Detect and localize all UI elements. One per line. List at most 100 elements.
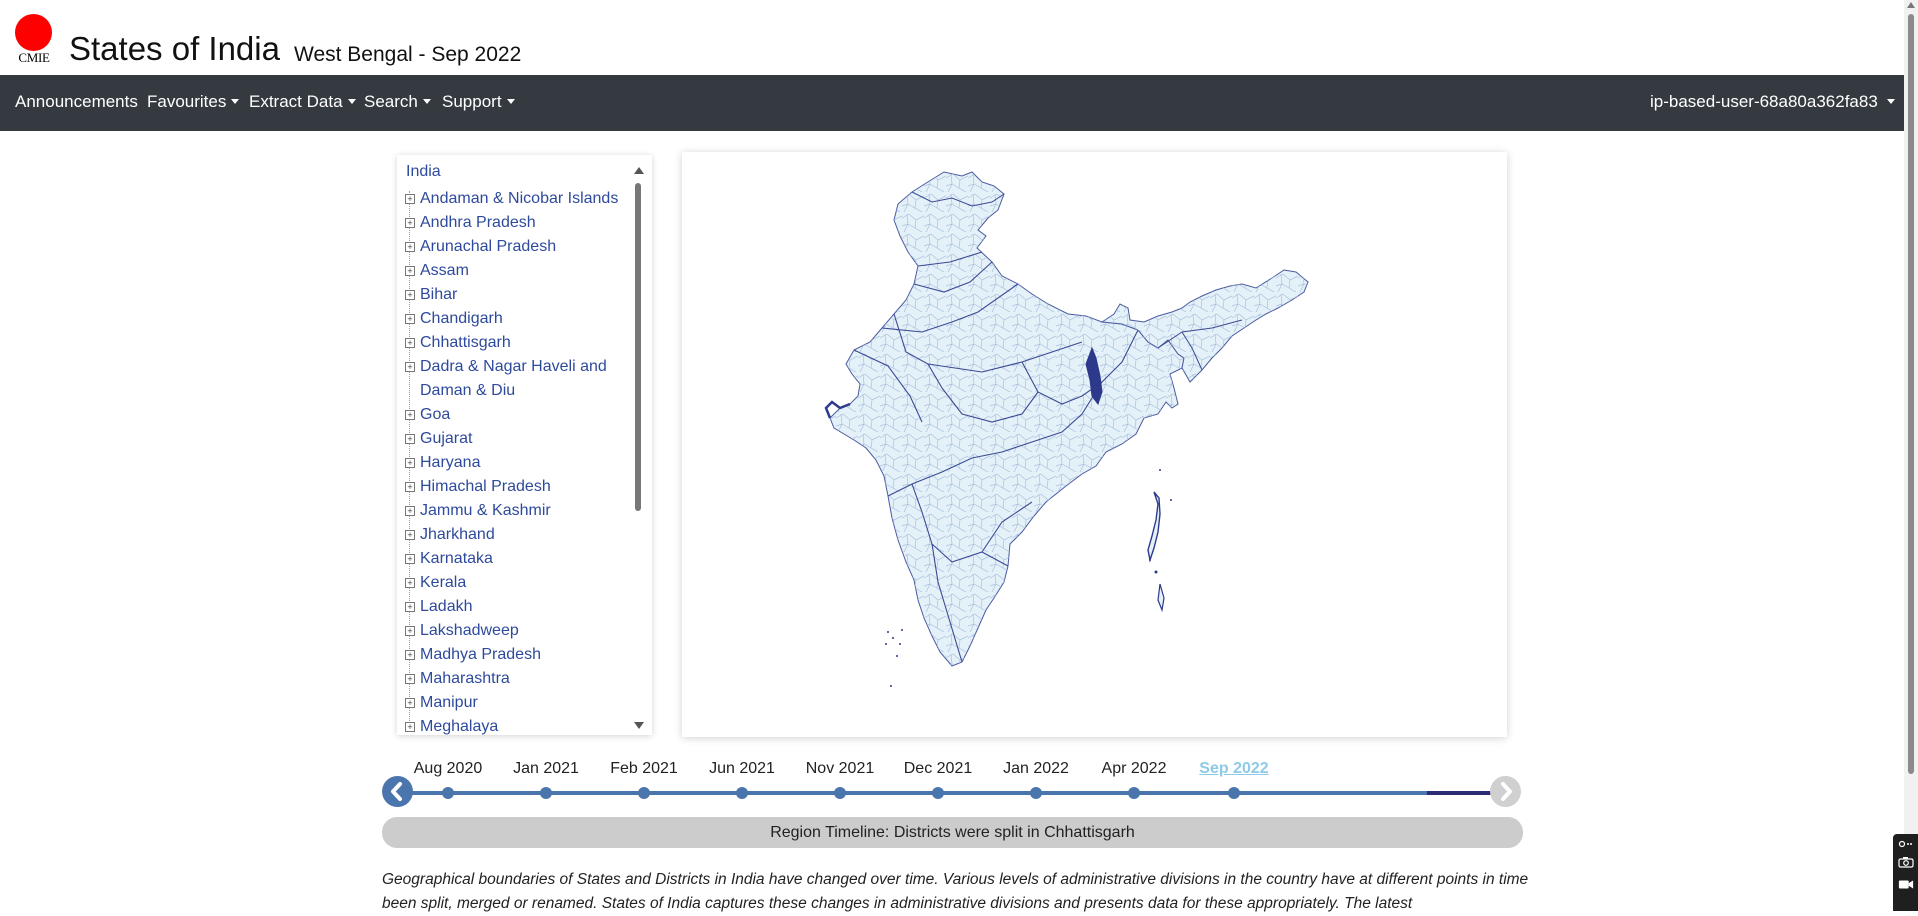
state-boundaries — [853, 251, 1139, 663]
timeline-prev-button[interactable] — [382, 776, 413, 807]
nav-support-label: Support — [442, 92, 502, 111]
scroll-down-icon[interactable] — [634, 722, 644, 729]
timeline-date-label[interactable]: Feb 2021 — [610, 760, 678, 777]
tree-item[interactable]: + Manipur — [405, 691, 627, 715]
expand-plus-icon[interactable]: + — [405, 314, 415, 324]
timeline-next-button[interactable] — [1490, 776, 1521, 807]
user-menu[interactable]: ip-based-user-68a80a362fa83 — [1650, 92, 1895, 112]
india-map[interactable] — [682, 152, 1507, 737]
page-scrollbar-thumb[interactable] — [1908, 14, 1914, 774]
tree-item[interactable]: + Jharkhand — [405, 523, 627, 547]
user-menu-label: ip-based-user-68a80a362fa83 — [1650, 92, 1878, 111]
timeline-dot[interactable] — [442, 787, 454, 799]
expand-plus-icon[interactable]: + — [405, 218, 415, 228]
expand-plus-icon[interactable]: + — [405, 674, 415, 684]
nav-extract-data[interactable]: Extract Data — [249, 92, 356, 112]
camera-icon[interactable] — [1898, 856, 1914, 868]
timeline-date-label[interactable]: Jun 2021 — [709, 760, 775, 777]
video-icon[interactable] — [1898, 878, 1914, 890]
expand-plus-icon[interactable]: + — [405, 506, 415, 516]
tree-item-label: Meghalaya — [420, 718, 499, 735]
timeline-dot[interactable] — [1128, 787, 1140, 799]
tree-item[interactable]: + Kerala — [405, 571, 627, 595]
tree-item[interactable]: + Haryana — [405, 451, 627, 475]
timeline-date-label[interactable]: Apr 2022 — [1101, 760, 1167, 777]
timeline-dot[interactable] — [1228, 787, 1240, 799]
tree-item[interactable]: + Ladakh — [405, 595, 627, 619]
tree-item[interactable]: + Andaman & Nicobar Islands — [405, 187, 627, 211]
tree-item[interactable]: + Meghalaya — [405, 715, 627, 735]
expand-plus-icon[interactable]: + — [405, 626, 415, 636]
expand-plus-icon[interactable]: + — [405, 530, 415, 540]
expand-plus-icon[interactable]: + — [405, 482, 415, 492]
region-tree-panel: India + Andaman & Nicobar Islands + Andhra … — [397, 155, 652, 735]
timeline-dot[interactable] — [1030, 787, 1042, 799]
expand-plus-icon[interactable]: + — [405, 338, 415, 348]
expand-plus-icon[interactable]: + — [405, 410, 415, 420]
scroll-up-icon[interactable] — [634, 167, 644, 174]
tree-item[interactable]: + Gujarat — [405, 427, 627, 451]
nicobar-islands[interactable] — [1157, 583, 1165, 613]
tree-root-india[interactable]: India — [406, 163, 441, 180]
expand-plus-icon[interactable]: + — [405, 578, 415, 588]
timeline-date-label[interactable]: Jan 2022 — [1003, 760, 1069, 777]
tree-item[interactable]: + Goa — [405, 403, 627, 427]
timeline-date-label[interactable]: Jan 2021 — [513, 760, 579, 777]
timeline-dot[interactable] — [736, 787, 748, 799]
tree-item[interactable]: + Karnataka — [405, 547, 627, 571]
timeline-date-label[interactable]: Aug 2020 — [413, 760, 483, 777]
expand-plus-icon[interactable]: + — [405, 602, 415, 612]
timeline-dot[interactable] — [540, 787, 552, 799]
tree-item[interactable]: + Arunachal Pradesh — [405, 235, 627, 259]
expand-plus-icon[interactable]: + — [405, 650, 415, 660]
island-dot — [1170, 499, 1172, 501]
coastline-highlight-gujarat — [824, 400, 851, 419]
page-scrollbar[interactable] — [1904, 0, 1918, 911]
andaman-islands[interactable] — [1147, 491, 1161, 563]
timeline-date-label[interactable]: Dec 2021 — [903, 760, 973, 777]
expand-plus-icon[interactable]: + — [405, 458, 415, 468]
expand-plus-icon[interactable]: + — [405, 290, 415, 300]
tree-item[interactable]: + Madhya Pradesh — [405, 643, 627, 667]
timeline-date-label[interactable]: Sep 2022 — [1199, 760, 1269, 777]
nav-favourites-label: Favourites — [147, 92, 227, 111]
expand-plus-icon[interactable]: + — [405, 242, 415, 252]
logo-red-dot — [15, 14, 52, 51]
tree-item[interactable]: + Andhra Pradesh — [405, 211, 627, 235]
expand-plus-icon[interactable]: + — [405, 362, 415, 372]
timeline-dot[interactable] — [638, 787, 650, 799]
nav-favourites[interactable]: Favourites — [147, 92, 240, 112]
expand-plus-icon[interactable]: + — [405, 266, 415, 276]
tree-scrollbar[interactable] — [630, 159, 646, 731]
scroll-up-icon[interactable] — [1907, 2, 1915, 8]
timeline-date-label[interactable]: Nov 2021 — [805, 760, 875, 777]
timeline-dot[interactable] — [834, 787, 846, 799]
tree-item-label: Kerala — [420, 574, 467, 591]
cmie-logo[interactable]: CMIE — [14, 14, 52, 66]
site-title[interactable]: States of India — [69, 30, 280, 67]
tree-scrollbar-thumb[interactable] — [635, 183, 641, 511]
expand-plus-icon[interactable]: + — [405, 722, 415, 732]
tree-item-label: Lakshadweep — [420, 622, 519, 639]
expand-plus-icon[interactable]: + — [405, 434, 415, 444]
tree-item[interactable]: + Chandigarh — [405, 307, 627, 331]
expand-plus-icon[interactable]: + — [405, 194, 415, 204]
tree-item[interactable]: + Dadra & Nagar Haveli and Daman & Diu — [405, 355, 627, 403]
tree-item[interactable]: + Bihar — [405, 283, 627, 307]
nav-search[interactable]: Search — [364, 92, 431, 112]
nav-announcements[interactable]: Announcements — [15, 92, 138, 112]
tree-item[interactable]: + Chhattisgarh — [405, 331, 627, 355]
tree-item[interactable]: + Jammu & Kashmir — [405, 499, 627, 523]
nav-support[interactable]: Support — [442, 92, 515, 112]
expand-plus-icon[interactable]: + — [405, 554, 415, 564]
tree-item[interactable]: + Assam — [405, 259, 627, 283]
tree-item[interactable]: + Maharashtra — [405, 667, 627, 691]
tree-item[interactable]: + Lakshadweep — [405, 619, 627, 643]
expand-plus-icon[interactable]: + — [405, 698, 415, 708]
west-bengal-highlight[interactable] — [1085, 346, 1103, 406]
tree-item[interactable]: + Himachal Pradesh — [405, 475, 627, 499]
timeline-dot[interactable] — [932, 787, 944, 799]
link-icon[interactable] — [1898, 838, 1914, 850]
logo-text: CMIE — [18, 50, 50, 65]
lakshadweep-dot — [892, 637, 894, 639]
